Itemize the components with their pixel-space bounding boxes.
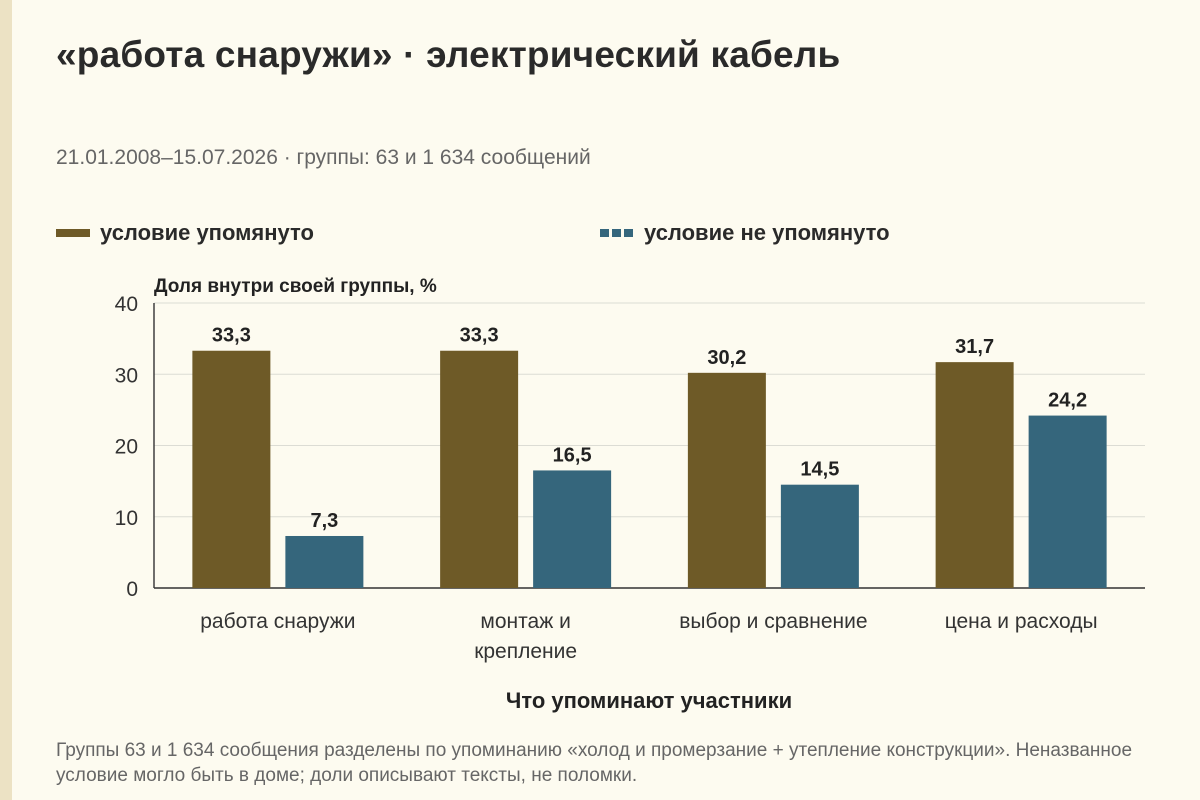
side-strip — [0, 0, 12, 800]
bar-value-label: 33,3 — [212, 325, 251, 347]
legend-swatch-not-mentioned — [600, 229, 634, 237]
x-axis-label: Что упоминают участники — [506, 688, 792, 713]
y-tick-label: 20 — [115, 436, 138, 459]
bar-value-label: 24,2 — [1048, 390, 1087, 412]
x-category-label: работа снаружи — [200, 610, 355, 633]
bar-value-label: 31,7 — [955, 336, 994, 358]
x-category-label: выбор и сравнение — [679, 610, 867, 633]
bar-value-label: 30,2 — [707, 347, 746, 369]
x-category-labels: работа снаружи монтаж и крепление выбор и с… — [200, 610, 1097, 663]
legend-item-not-mentioned: условие не упомянуто — [600, 220, 890, 246]
chart-subtitle: 21.01.2008–15.07.2026 · группы: 63 и 1 6… — [56, 146, 591, 169]
chart-title: «работа снаружи» · электрический кабель — [56, 34, 841, 75]
bars: 33,3 7,3 33,3 16,5 30,2 14,5 31,7 24,2 — [192, 325, 1107, 588]
legend-swatch-mentioned — [56, 229, 90, 237]
footnote: Группы 63 и 1 634 сообщения разделены по… — [56, 740, 1133, 786]
y-tick-label: 10 — [115, 507, 138, 530]
x-category-label: крепление — [474, 640, 577, 663]
bar-not-mentioned — [285, 535, 364, 588]
bar-value-label: 33,3 — [460, 325, 499, 347]
y-tick-label: 40 — [115, 293, 138, 316]
bar-value-label: 16,5 — [553, 444, 592, 466]
bar-value-label: 7,3 — [310, 510, 338, 532]
legend-label-mentioned: условие упомянуто — [100, 220, 314, 245]
x-category-label: цена и расходы — [945, 610, 1098, 633]
bar-mentioned — [687, 372, 766, 588]
bar-not-mentioned — [533, 470, 612, 588]
bar-mentioned — [935, 362, 1014, 588]
legend-label-not-mentioned: условие не упомянуто — [644, 220, 890, 245]
y-tick-label: 0 — [126, 578, 138, 601]
y-axis-label: Доля внутри своей группы, % — [154, 276, 437, 297]
y-tick-label: 30 — [115, 364, 138, 387]
bar-value-label: 14,5 — [800, 459, 839, 481]
bar-mentioned — [440, 350, 519, 588]
bar-not-mentioned — [1028, 415, 1107, 588]
bar-mentioned — [192, 350, 271, 588]
y-tick-labels: 0 10 20 30 40 — [115, 293, 138, 601]
legend-item-mentioned: условие упомянуто — [56, 220, 314, 246]
bar-not-mentioned — [780, 484, 859, 588]
x-category-label: монтаж и — [480, 610, 570, 633]
